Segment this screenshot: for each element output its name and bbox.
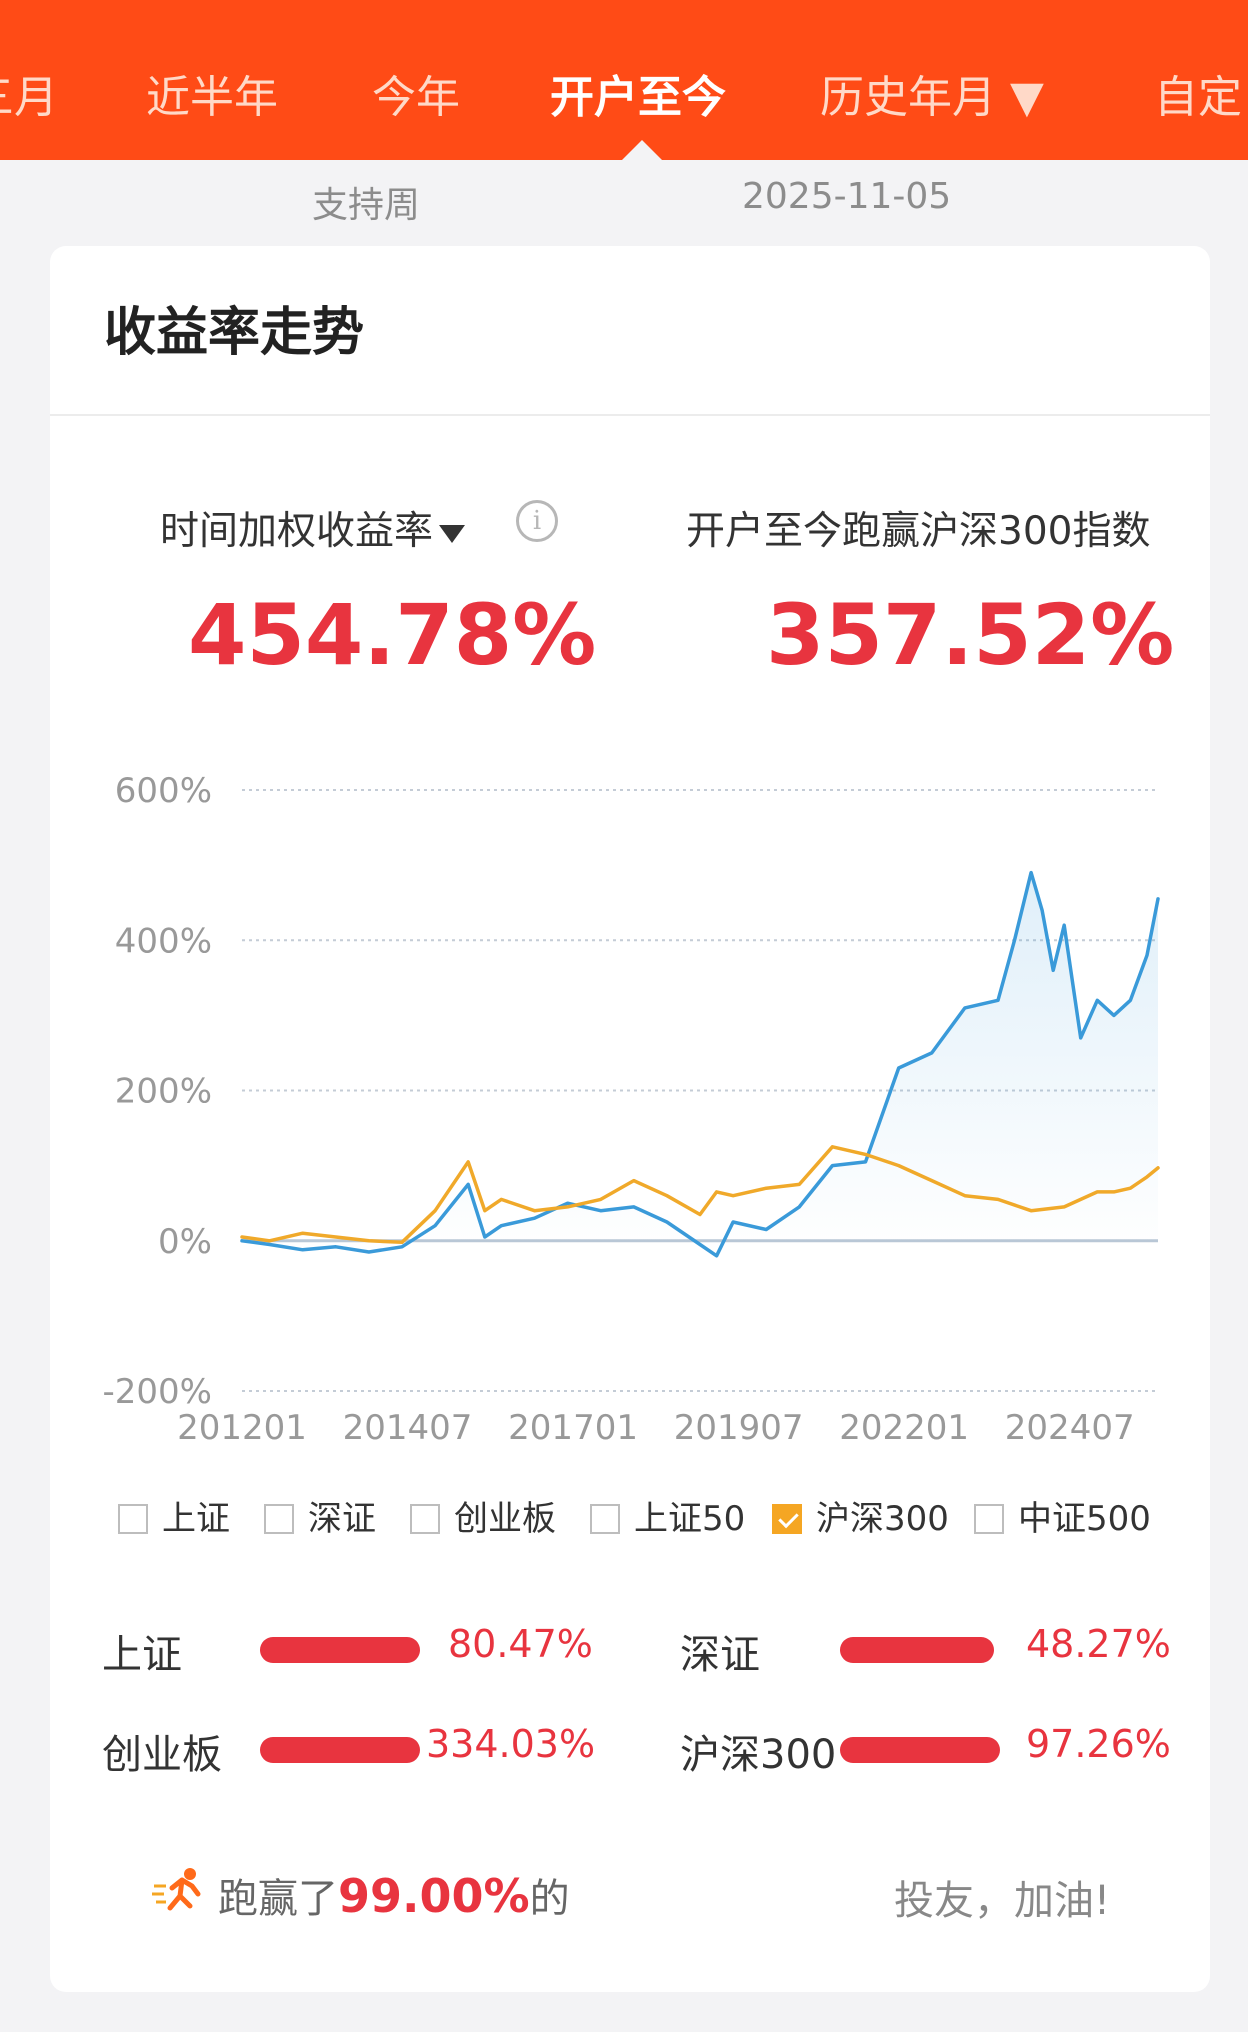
beat-percent: 99.00% [338,1869,530,1923]
legend-label: 深证 [308,1499,376,1539]
caret-down-icon [439,524,466,543]
y-tick-label: 200% [115,1072,212,1112]
cheer-text: 投友，加油! [893,1878,1110,1924]
x-tick-label: 201201 [177,1408,307,1448]
return-type-label: 时间加权收益率 [160,509,434,554]
beat-prefix: 跑赢了 [218,1876,338,1922]
compare-label-chinext: 创业板 [102,1732,222,1778]
legend-label: 上证 [162,1499,230,1539]
legend-label: 创业板 [454,1499,556,1539]
return-trend-chart: 600% 400% 200% 0% -200%201201 201407 201701 201… [103,771,1160,1448]
compare-value-shenzhen: 48.27% [1026,1622,1171,1666]
compare-bar-csi300 [840,1737,1000,1763]
legend-label: 中证500 [1018,1499,1151,1539]
checkbox[interactable] [590,1504,620,1534]
info-icon[interactable]: i [516,500,558,542]
runner-icon [152,1868,201,1911]
x-tick-label: 201701 [508,1408,638,1448]
series-area-0 [242,872,1158,1256]
tab-history-month[interactable]: 历史年月 ▼ [820,72,1044,123]
beat-index-value: 357.52% [766,586,1175,684]
tab-half-year[interactable]: 近半年 [146,72,278,123]
compare-value-chinext: 334.03% [426,1722,596,1766]
compare-label-csi300: 沪深300 [680,1732,837,1778]
series-line-0 [240,870,1160,1258]
tab-custom[interactable]: 自定 [1154,72,1242,123]
y-tick-label: 400% [115,921,212,961]
checkbox[interactable] [118,1504,148,1534]
beat-suffix: 的 [529,1876,570,1922]
beat-index-label: 开户至今跑赢沪深300指数 [686,509,1151,554]
return-type-selector[interactable]: 时间加权收益率 [160,500,466,556]
index-legend: 上证 深证 创业板 上证50 沪深300 中证500 [50,1496,1210,1546]
card-title: 收益率走势 [104,303,365,363]
return-trend-card: 收益率走势 时间加权收益率 i 开户至今跑赢沪深300指数 454.78% 35… [50,246,1210,1992]
compare-bar-shenzhen [840,1637,994,1663]
tab-this-year[interactable]: 今年 [372,72,460,123]
legend-label: 沪深300 [816,1499,949,1539]
compare-label-shenzhen: 深证 [680,1632,760,1678]
x-tick-label: 202407 [1005,1408,1135,1448]
compare-bar-shanghai [260,1637,420,1663]
period-tab-bar: 三月 近半年 今年 开户至今 历史年月 ▼ 自定 [0,0,1248,160]
x-tick-label: 202201 [839,1408,969,1448]
y-tick-label: -200% [103,1372,212,1412]
y-tick-label: 0% [158,1222,212,1262]
active-tab-pointer [622,140,662,160]
x-tick-label: 201907 [674,1408,804,1448]
series-line-1 [240,1145,1160,1245]
x-tick-label: 201407 [343,1408,473,1448]
subrow-note: 支持周 [312,185,421,226]
compare-value-csi300: 97.26% [1026,1722,1171,1766]
checkbox[interactable] [264,1504,294,1534]
checkbox[interactable] [974,1504,1004,1534]
legend-label: 上证50 [634,1499,746,1539]
compare-label-shanghai: 上证 [102,1632,182,1678]
compare-bar-chinext [260,1737,420,1763]
subrow-date: 2025-11-05 [742,176,952,217]
checkbox[interactable] [410,1504,440,1534]
card-divider [50,414,1210,416]
return-value: 454.78% [188,586,597,684]
compare-value-shanghai: 80.47% [448,1622,593,1666]
beat-peers-text: 跑赢了99.00%的 [218,1866,570,1924]
checkbox-checked[interactable] [772,1504,802,1534]
y-tick-label: 600% [115,771,212,811]
tab-three-months[interactable]: 三月 [0,72,58,123]
tab-since-account-open[interactable]: 开户至今 [550,72,726,123]
